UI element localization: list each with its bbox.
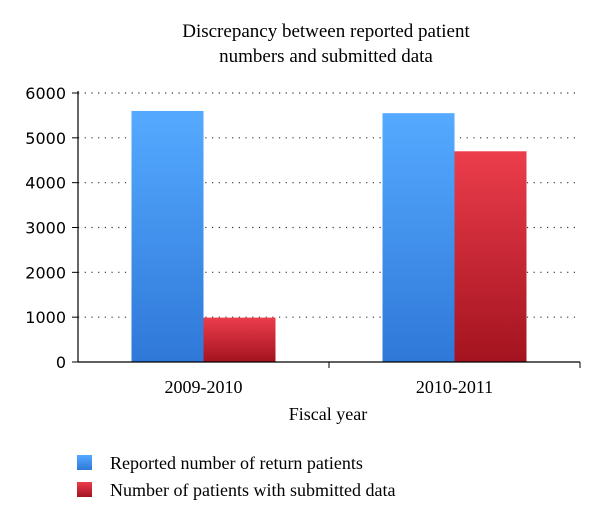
legend: Reported number of return patients Numbe… <box>77 453 395 500</box>
y-tick-label: 6000 <box>25 84 66 103</box>
bar-submitted-2010-2011 <box>454 151 527 362</box>
axes <box>77 91 581 368</box>
legend-swatch-reported <box>77 455 92 470</box>
x-tick-label: 2009-2010 <box>165 377 243 397</box>
chart-title-line-2: numbers and submitted data <box>219 46 433 67</box>
bars <box>131 110 527 362</box>
bar-submitted-2009-2010 <box>203 317 276 362</box>
legend-label-submitted: Number of patients with submitted data <box>110 480 395 500</box>
legend-label-reported: Reported number of return patients <box>110 453 363 473</box>
y-tick-label: 3000 <box>25 219 66 238</box>
chart-title-line-1: Discrepancy between reported patient <box>182 21 470 42</box>
bar-reported-2009-2010 <box>131 110 204 362</box>
y-tick-label: 0 <box>56 353 66 372</box>
x-tick-label: 2010-2011 <box>416 377 493 397</box>
legend-swatch-submitted <box>77 482 92 497</box>
x-axis-title: Fiscal year <box>289 404 367 424</box>
y-tick-label: 5000 <box>25 129 66 148</box>
y-tick-labels: 0 1000 2000 3000 4000 5000 6000 <box>25 84 66 372</box>
y-tick-label: 2000 <box>25 263 66 282</box>
bar-reported-2010-2011 <box>382 113 455 362</box>
y-tick-label: 1000 <box>25 308 66 327</box>
x-tick-labels: 2009-2010 2010-2011 <box>165 377 494 397</box>
gridlines <box>72 92 580 363</box>
y-tick-label: 4000 <box>25 174 66 193</box>
